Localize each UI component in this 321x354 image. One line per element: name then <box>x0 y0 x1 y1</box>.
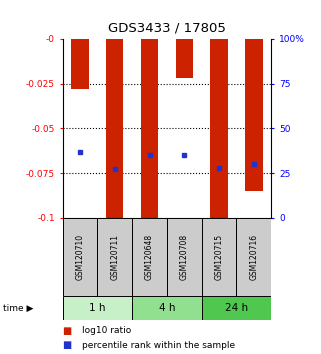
Bar <box>210 39 228 218</box>
Text: log10 ratio: log10 ratio <box>82 326 131 336</box>
Text: ■: ■ <box>63 340 72 350</box>
Text: 1 h: 1 h <box>89 303 106 313</box>
FancyBboxPatch shape <box>63 296 132 320</box>
Bar <box>176 39 193 78</box>
Text: GSM120710: GSM120710 <box>75 234 84 280</box>
Title: GDS3433 / 17805: GDS3433 / 17805 <box>108 22 226 35</box>
FancyBboxPatch shape <box>63 218 97 296</box>
Bar <box>245 39 263 191</box>
FancyBboxPatch shape <box>167 218 202 296</box>
FancyBboxPatch shape <box>132 218 167 296</box>
FancyBboxPatch shape <box>202 296 271 320</box>
Text: GSM120715: GSM120715 <box>214 234 224 280</box>
Bar <box>71 39 89 89</box>
Text: time ▶: time ▶ <box>3 304 34 313</box>
Text: 24 h: 24 h <box>225 303 248 313</box>
Text: GSM120648: GSM120648 <box>145 234 154 280</box>
FancyBboxPatch shape <box>202 218 237 296</box>
FancyBboxPatch shape <box>237 218 271 296</box>
Text: 4 h: 4 h <box>159 303 175 313</box>
Text: ■: ■ <box>63 326 72 336</box>
Text: GSM120716: GSM120716 <box>249 234 258 280</box>
FancyBboxPatch shape <box>97 218 132 296</box>
Text: GSM120708: GSM120708 <box>180 234 189 280</box>
Bar <box>141 39 158 218</box>
Text: percentile rank within the sample: percentile rank within the sample <box>82 341 235 350</box>
FancyBboxPatch shape <box>132 296 202 320</box>
Bar <box>106 39 124 218</box>
Text: GSM120711: GSM120711 <box>110 234 119 280</box>
